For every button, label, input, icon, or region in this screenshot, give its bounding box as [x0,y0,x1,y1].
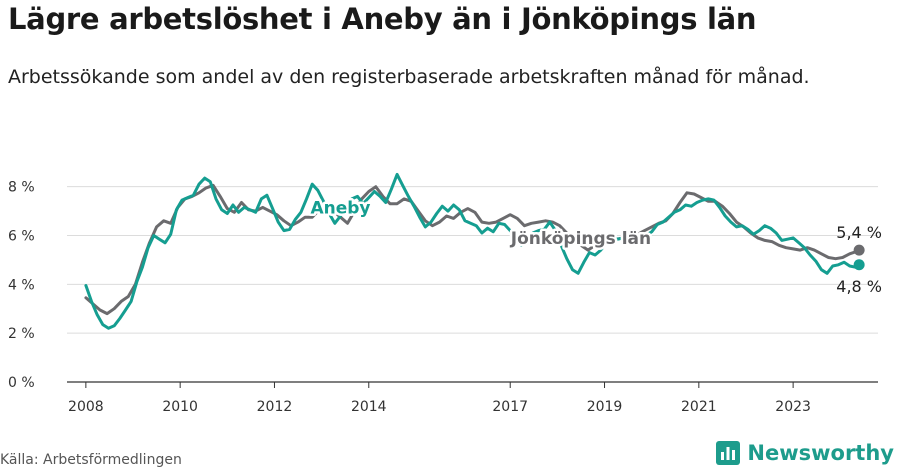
x-tick-label: 2021 [681,399,717,415]
x-tick-label: 2023 [775,399,811,415]
series-label-lan: Jönköpings län [510,229,651,249]
y-tick-label: 6 % [8,228,35,244]
end-point-lan [853,244,865,256]
y-tick-label: 2 % [8,326,35,342]
series-label-aneby: Aneby [310,199,370,219]
x-tick-label: 2012 [257,399,293,415]
series-line-lan [84,183,861,316]
newsworthy-logo-icon [716,441,741,465]
y-tick-label: 8 % [8,180,35,196]
x-tick-label: 2019 [587,399,623,415]
end-point-aneby [853,259,865,271]
series-line-aneby [84,172,861,330]
chart-subtitle: Arbetssökande som andel av den registerb… [8,66,810,88]
brand-logo: Newsworthy [715,440,894,466]
chart-title: Lägre arbetslöshet i Aneby än i Jönköpin… [8,2,757,36]
end-label-lan: 5,4 % [836,223,882,242]
end-label-aneby: 4,8 % [836,277,882,296]
y-tick-label: 4 % [8,277,35,293]
series-label-halo: Jönköpings län [510,229,651,249]
x-tick-label: 2017 [492,399,528,415]
x-tick-label: 2014 [351,399,387,415]
series-label-halo: Aneby [310,199,370,219]
x-tick-label: 2008 [68,399,104,415]
x-tick-label: 2010 [162,399,198,415]
y-tick-label: 0 % [8,375,35,391]
brand-name: Newsworthy [747,441,894,465]
source-note: Källa: Arbetsförmedlingen [0,452,182,468]
